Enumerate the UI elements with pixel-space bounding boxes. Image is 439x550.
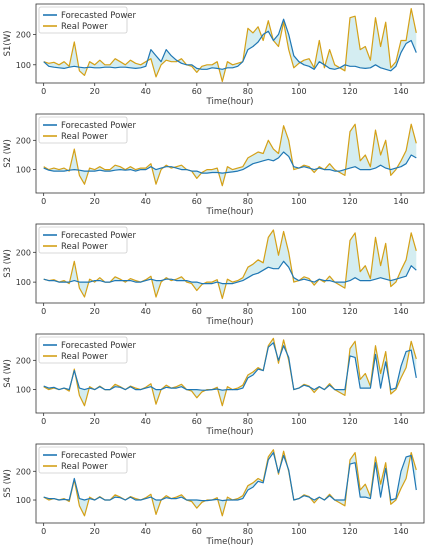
legend-label: Real Power xyxy=(61,132,108,142)
legend-box xyxy=(38,336,128,364)
x-tick-label: 40 xyxy=(141,527,151,536)
x-tick-label: 140 xyxy=(393,197,408,206)
x-tick-label: 140 xyxy=(393,307,408,316)
real-power-line xyxy=(43,8,417,83)
axes-frame xyxy=(35,3,425,84)
y-tick-label: 200 xyxy=(16,248,31,257)
axes-frame xyxy=(35,333,425,414)
x-axis-label: Time(hour) xyxy=(206,317,254,327)
y-tick-label: 100 xyxy=(16,61,31,70)
legend-box xyxy=(38,116,128,144)
forecasted-power-line xyxy=(43,260,417,285)
forecasted-power-line xyxy=(43,18,417,72)
legend-box xyxy=(38,6,128,34)
x-tick-label: 80 xyxy=(243,417,253,426)
x-tick-label: 100 xyxy=(291,527,306,536)
x-tick-label: 60 xyxy=(192,417,202,426)
x-axis-label: Time(hour) xyxy=(206,207,254,217)
x-tick-label: 0 xyxy=(41,87,46,96)
legend-label: Real Power xyxy=(61,242,108,252)
y-axis-label: S3 (W) xyxy=(3,249,13,278)
x-tick-label: 120 xyxy=(342,527,357,536)
legend-label: Forecasted Power xyxy=(61,121,136,131)
x-tick-label: 120 xyxy=(342,87,357,96)
legend-label: Forecasted Power xyxy=(61,451,136,461)
x-tick-label: 120 xyxy=(342,417,357,426)
y-axis-label: S2 (W) xyxy=(3,139,13,168)
real-power-line xyxy=(43,123,417,187)
forecasted-power-line xyxy=(43,452,417,502)
y-axis-label: S1(W) xyxy=(3,31,13,57)
x-tick-label: 100 xyxy=(291,87,306,96)
y-tick-label: 100 xyxy=(16,496,31,505)
legend-label: Forecasted Power xyxy=(61,231,136,241)
x-axis-label: Time(hour) xyxy=(206,537,254,547)
x-tick-label: 80 xyxy=(243,527,253,536)
legend-label: Real Power xyxy=(61,462,108,472)
x-tick-label: 80 xyxy=(243,307,253,316)
x-tick-label: 0 xyxy=(41,197,46,206)
x-tick-label: 0 xyxy=(41,417,46,426)
axes-frame xyxy=(35,223,425,304)
x-tick-label: 140 xyxy=(393,87,408,96)
chart-panel-s4: 0 20 40 60 80 100 120 140 100 200 Time(hour) S4 (W)… xyxy=(3,333,425,437)
x-axis-label: Time(hour) xyxy=(206,427,254,437)
x-tick-label: 80 xyxy=(243,197,253,206)
x-tick-label: 100 xyxy=(291,417,306,426)
y-tick-label: 200 xyxy=(16,356,31,365)
y-tick-label: 100 xyxy=(16,278,31,287)
x-tick-label: 0 xyxy=(41,527,46,536)
axes-frame xyxy=(35,113,425,194)
x-tick-label: 80 xyxy=(243,87,253,96)
x-tick-label: 60 xyxy=(192,307,202,316)
chart-panel-s3: 0 20 40 60 80 100 120 140 100 200 Time(hour) S3 (W)… xyxy=(3,223,425,327)
x-tick-label: 20 xyxy=(90,307,100,316)
y-tick-label: 200 xyxy=(16,136,31,145)
legend-label: Real Power xyxy=(61,352,108,362)
chart-panel-s2: 0 20 40 60 80 100 120 140 100 200 Time(hour) S2 (W)… xyxy=(3,113,425,217)
forecasted-power-line xyxy=(43,342,417,391)
legend-box xyxy=(38,446,128,474)
chart-panel-s5: 0 20 40 60 80 100 120 140 100 200 Time(hour) S5 (W)… xyxy=(3,443,425,547)
x-tick-label: 140 xyxy=(393,527,408,536)
x-tick-label: 120 xyxy=(342,197,357,206)
forecasted-power-line xyxy=(43,151,417,174)
axes-frame xyxy=(35,443,425,524)
y-axis-label: S4 (W) xyxy=(3,359,13,388)
x-tick-label: 100 xyxy=(291,197,306,206)
legend-label: Real Power xyxy=(61,22,108,32)
y-tick-label: 100 xyxy=(16,166,31,175)
x-tick-label: 140 xyxy=(393,417,408,426)
x-tick-label: 60 xyxy=(192,197,202,206)
x-tick-label: 40 xyxy=(141,417,151,426)
x-tick-label: 20 xyxy=(90,417,100,426)
x-tick-label: 120 xyxy=(342,307,357,316)
y-tick-label: 200 xyxy=(16,30,31,39)
x-tick-label: 40 xyxy=(141,197,151,206)
x-tick-label: 60 xyxy=(192,527,202,536)
x-tick-label: 0 xyxy=(41,307,46,316)
x-axis-label: Time(hour) xyxy=(206,97,254,107)
x-tick-label: 40 xyxy=(141,307,151,316)
x-tick-label: 60 xyxy=(192,87,202,96)
y-tick-label: 100 xyxy=(16,386,31,395)
x-tick-label: 40 xyxy=(141,87,151,96)
x-tick-label: 20 xyxy=(90,527,100,536)
y-tick-label: 200 xyxy=(16,467,31,476)
chart-panel-s1: 0 20 40 60 80 100 120 140 100 200 Time(hour) S1(W) F… xyxy=(3,3,425,107)
legend-label: Forecasted Power xyxy=(61,341,136,351)
x-tick-label: 100 xyxy=(291,307,306,316)
x-tick-label: 20 xyxy=(90,197,100,206)
legend-label: Forecasted Power xyxy=(61,11,136,21)
x-tick-label: 20 xyxy=(90,87,100,96)
legend-box xyxy=(38,226,128,254)
y-axis-label: S5 (W) xyxy=(3,469,13,498)
